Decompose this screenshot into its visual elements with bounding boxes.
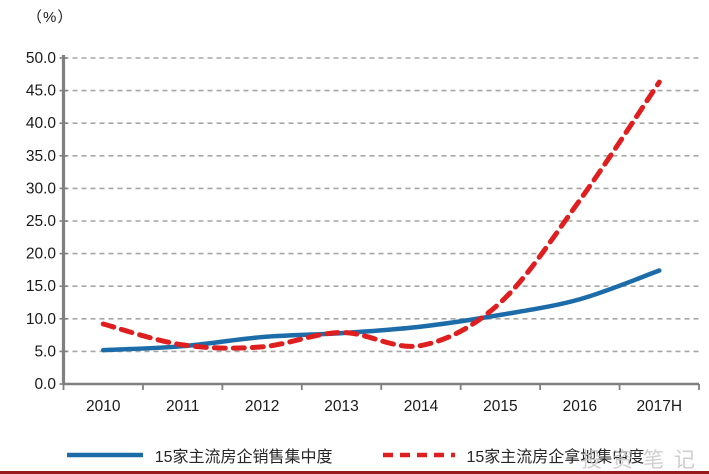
y-axis-tick-label: 45.0 [26,83,57,100]
x-axis-tick-label: 2013 [324,398,358,415]
y-axis-tick-label: 30.0 [26,180,57,197]
legend-label-sales-concentration: 15家主流房企销售集中度 [154,449,333,466]
y-axis-tick-label: 40.0 [26,115,57,132]
chart-legend: 15家主流房企销售集中度 15家主流房企拿地集中度 [0,441,709,469]
y-axis-tick-label: 50.0 [26,50,57,67]
y-axis-tick-label: 0.0 [34,376,56,393]
y-axis-tick-label: 35.0 [26,148,57,165]
y-axis-tick-label: 20.0 [26,246,57,263]
series-line-land [100,79,662,351]
y-axis-unit-label: （%） [27,9,74,26]
x-axis-tick-label: 2012 [245,398,279,415]
y-axis-tick-label: 25.0 [26,213,57,230]
y-axis-tick-label: 5.0 [34,343,56,360]
line-chart-plot-area: 0.0 5.0 10.0 15.0 20.0 25.0 30.0 35.0 40.0 45.0 50… [26,50,700,415]
legend-swatch-dashed-line-icon [382,452,455,458]
bottom-red-strip [0,471,709,474]
legend-item-sales-concentration: 15家主流房企销售集中度 [65,443,333,467]
x-axis-tick-label: 2014 [404,398,439,415]
x-axis-tick-label: 2016 [563,398,597,415]
x-axis-tick-label: 2011 [166,398,199,415]
y-axis-tick-label: 15.0 [26,278,57,295]
legend-label-land-concentration: 15家主流房企拿地集中度 [466,449,645,466]
x-axis-tick-label: 2015 [483,398,517,415]
x-axis-tick-label: 2017H [636,398,682,415]
legend-item-land-concentration: 15家主流房企拿地集中度 [381,443,645,467]
legend-swatch-solid-line-icon [66,452,143,458]
y-axis-tick-label: 10.0 [26,311,57,328]
series-line-sales [100,268,662,353]
x-axis-tick-label: 2010 [86,398,121,415]
